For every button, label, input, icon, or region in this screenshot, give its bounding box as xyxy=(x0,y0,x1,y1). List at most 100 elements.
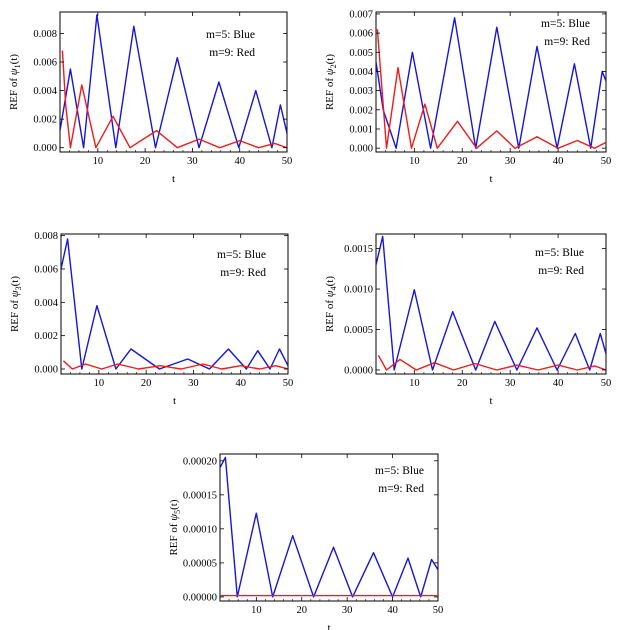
x-tick-label: 10 xyxy=(251,605,262,616)
series-line-m5 xyxy=(376,17,606,149)
y-axis-label: REF of ψ4(t) xyxy=(324,276,338,332)
chart-panel-5: 10 20 30 40 50 0.00000 0.00005 0.00010 0.00015 0.… xyxy=(168,453,444,630)
x-tick-label: 10 xyxy=(409,156,420,167)
x-tick-label: 50 xyxy=(433,605,444,616)
x-tick-label: 30 xyxy=(342,605,353,616)
y-tick-label: 0.002 xyxy=(33,115,57,126)
y-tick-label: 0.006 xyxy=(33,58,57,69)
x-tick-label: 40 xyxy=(235,378,246,389)
legend-entry: m=9: Red xyxy=(220,267,266,279)
y-tick-label: 0.003 xyxy=(349,86,373,97)
x-axis-label: t xyxy=(327,622,330,630)
y-tick-label: 0.00005 xyxy=(183,558,217,569)
chart-panel-1: 10 20 30 40 50 0.000 0.002 0.004 0.006 0.008 t REF … xyxy=(8,11,293,185)
y-tick-label: 0.000 xyxy=(34,365,58,376)
y-label-func: ψ xyxy=(9,290,21,297)
y-label-sub: 4 xyxy=(329,286,338,290)
y-tick-label: 0.008 xyxy=(34,231,58,242)
x-axis-label: t xyxy=(173,395,176,407)
y-tick-label: 0.008 xyxy=(33,29,57,40)
legend-entry: m=5: Blue xyxy=(206,29,255,41)
y-tick-label: 0.006 xyxy=(34,265,58,276)
x-tick-label: 40 xyxy=(553,156,564,167)
y-tick-label: 0.004 xyxy=(34,298,58,309)
y-tick-label: 0.000 xyxy=(33,143,57,154)
x-tick-label: 40 xyxy=(234,156,245,167)
legend-entry: m=5: Blue xyxy=(217,249,266,261)
y-tick-label: 0.0000 xyxy=(344,365,373,376)
legend-entry: m=5: Blue xyxy=(541,18,590,30)
y-label-suffix: (t) xyxy=(8,54,20,65)
y-label-sub: 2 xyxy=(329,64,338,68)
x-tick-label: 20 xyxy=(297,605,308,616)
y-tick-label: 0.002 xyxy=(34,331,58,342)
y-axis-label: REF of ψ5(t) xyxy=(168,499,182,555)
y-tick-label: 0.005 xyxy=(349,48,373,59)
x-tick-label: 10 xyxy=(409,378,420,389)
y-label-func: ψ xyxy=(324,68,336,75)
x-tick-label: 30 xyxy=(505,378,516,389)
x-tick-label: 50 xyxy=(601,156,612,167)
x-tick-label: 20 xyxy=(457,156,468,167)
series-line-m9 xyxy=(61,50,287,149)
x-axis-label: t xyxy=(489,395,492,407)
y-label-prefix: REF of xyxy=(9,297,21,332)
y-tick-label: 0.00015 xyxy=(183,490,217,501)
y-tick-label: 0.004 xyxy=(33,86,57,97)
series-line-m9 xyxy=(62,360,288,370)
y-tick-label: 0.006 xyxy=(349,29,373,40)
y-tick-label: 0.0015 xyxy=(344,244,373,255)
legend-entry: m=9: Red xyxy=(538,265,584,277)
legend-entry: m=9: Red xyxy=(544,36,590,48)
y-label-prefix: REF of xyxy=(324,75,336,110)
y-label-func: ψ xyxy=(324,290,336,297)
x-tick-label: 50 xyxy=(283,378,294,389)
y-label-suffix: (t) xyxy=(168,499,180,510)
series-line-m5 xyxy=(60,14,287,149)
x-axis-label: t xyxy=(489,173,492,185)
chart-panel-4: 10 20 30 40 50 0.0000 0.0005 0.0010 0.0015 t REF o… xyxy=(324,233,612,407)
x-tick-label: 20 xyxy=(141,378,152,389)
series-line-m5 xyxy=(220,456,438,598)
y-label-prefix: REF of xyxy=(168,521,180,556)
x-tick-label: 50 xyxy=(282,156,293,167)
y-tick-label: 0.004 xyxy=(349,67,373,78)
y-tick-label: 0.00020 xyxy=(183,456,217,467)
chart-panel-3: 10 20 30 40 50 0.000 0.002 0.004 0.006 0.008 t REF … xyxy=(9,231,293,407)
y-axis-label: REF of ψ2(t) xyxy=(324,54,338,110)
x-tick-label: 50 xyxy=(601,378,612,389)
y-tick-label: 0.002 xyxy=(349,105,373,116)
y-tick-label: 0.00010 xyxy=(183,524,217,535)
x-tick-label: 30 xyxy=(505,156,516,167)
x-tick-label: 40 xyxy=(553,378,564,389)
series-line-m5 xyxy=(376,235,606,371)
x-tick-label: 30 xyxy=(188,378,199,389)
series-line-m9 xyxy=(377,355,606,371)
y-label-sub: 1 xyxy=(13,64,22,68)
x-tick-label: 10 xyxy=(93,156,104,167)
y-label-prefix: REF of xyxy=(324,297,336,332)
x-tick-label: 40 xyxy=(387,605,398,616)
y-label-suffix: (t) xyxy=(9,276,21,287)
y-axis-label: REF of ψ1(t) xyxy=(8,54,22,110)
y-tick-label: 0.00000 xyxy=(183,592,217,603)
legend-entry: m=5: Blue xyxy=(375,465,424,477)
y-label-prefix: REF of xyxy=(8,75,20,110)
y-label-suffix: (t) xyxy=(324,54,336,65)
x-tick-label: 20 xyxy=(457,378,468,389)
y-tick-label: 0.0005 xyxy=(344,325,373,336)
y-tick-label: 0.0010 xyxy=(344,285,373,296)
legend-entry: m=5: Blue xyxy=(535,247,584,259)
y-tick-label: 0.007 xyxy=(349,9,373,20)
plot-frame xyxy=(375,11,607,153)
x-tick-label: 30 xyxy=(187,156,198,167)
chart-panel-2: 10 20 30 40 50 0.000 0.001 0.002 0.003 0.004 0.005… xyxy=(324,9,611,185)
x-axis-label: t xyxy=(172,173,175,185)
y-label-func: ψ xyxy=(168,514,180,521)
y-tick-label: 0.001 xyxy=(349,124,373,135)
x-tick-label: 20 xyxy=(140,156,151,167)
y-label-suffix: (t) xyxy=(324,276,336,287)
y-axis-label: REF of ψ3(t) xyxy=(9,276,23,332)
y-tick-label: 0.000 xyxy=(349,144,373,155)
